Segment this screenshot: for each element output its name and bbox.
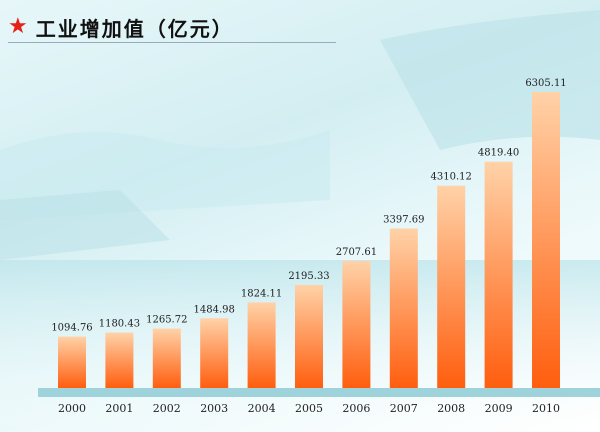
chart-title-text: 工业增加值（亿元）	[35, 16, 234, 41]
data-label-2002: 1265.72	[146, 315, 187, 326]
bar-series: 1094.76 1180.43 1265.72 1484.98 1824.11 2195.…	[51, 78, 567, 388]
bar-2000	[58, 336, 86, 388]
bar-2009	[484, 161, 513, 388]
x-axis-labels: 2000 2001 2002 2003 2004 2005 2006 2007 2008 2009…	[58, 402, 560, 415]
data-label-2001: 1180.43	[99, 319, 140, 330]
x-tick-label-2005: 2005	[295, 402, 323, 415]
data-label-2006: 2707.61	[336, 247, 377, 258]
x-tick-label-2002: 2002	[153, 402, 181, 415]
x-tick-label-2010: 2010	[532, 402, 560, 415]
bar-2008	[437, 185, 466, 388]
x-tick-label-2008: 2008	[437, 402, 465, 415]
bar-2001	[105, 332, 134, 388]
bar-2003	[200, 318, 229, 388]
chart-baseline	[38, 388, 600, 397]
data-label-2000: 1094.76	[51, 323, 92, 334]
bar-2002	[152, 328, 181, 388]
bar-2010	[532, 92, 560, 388]
bar-2007	[389, 228, 418, 388]
data-label-2008: 4310.12	[431, 172, 472, 183]
background-shore	[0, 190, 170, 260]
data-label-2007: 3397.69	[383, 215, 424, 226]
chart-title: ★ 工业增加值（亿元）	[8, 12, 234, 42]
x-tick-label-2001: 2001	[105, 402, 133, 415]
data-label-2005: 2195.33	[288, 271, 329, 282]
x-tick-label-2009: 2009	[485, 402, 513, 415]
x-tick-label-2006: 2006	[342, 402, 370, 415]
data-label-2009: 4819.40	[478, 148, 519, 159]
x-tick-label-2000: 2000	[58, 402, 86, 415]
star-icon: ★	[8, 14, 28, 39]
bar-2005	[295, 284, 323, 388]
x-tick-label-2004: 2004	[248, 402, 276, 415]
data-label-2003: 1484.98	[194, 304, 235, 315]
data-label-2004: 1824.11	[241, 288, 282, 299]
x-tick-label-2003: 2003	[200, 402, 228, 415]
data-label-2010: 6305.11	[525, 78, 566, 89]
x-tick-label-2007: 2007	[390, 402, 418, 415]
bar-2004	[247, 302, 276, 388]
bar-2006	[342, 260, 371, 388]
title-underline	[8, 42, 336, 43]
